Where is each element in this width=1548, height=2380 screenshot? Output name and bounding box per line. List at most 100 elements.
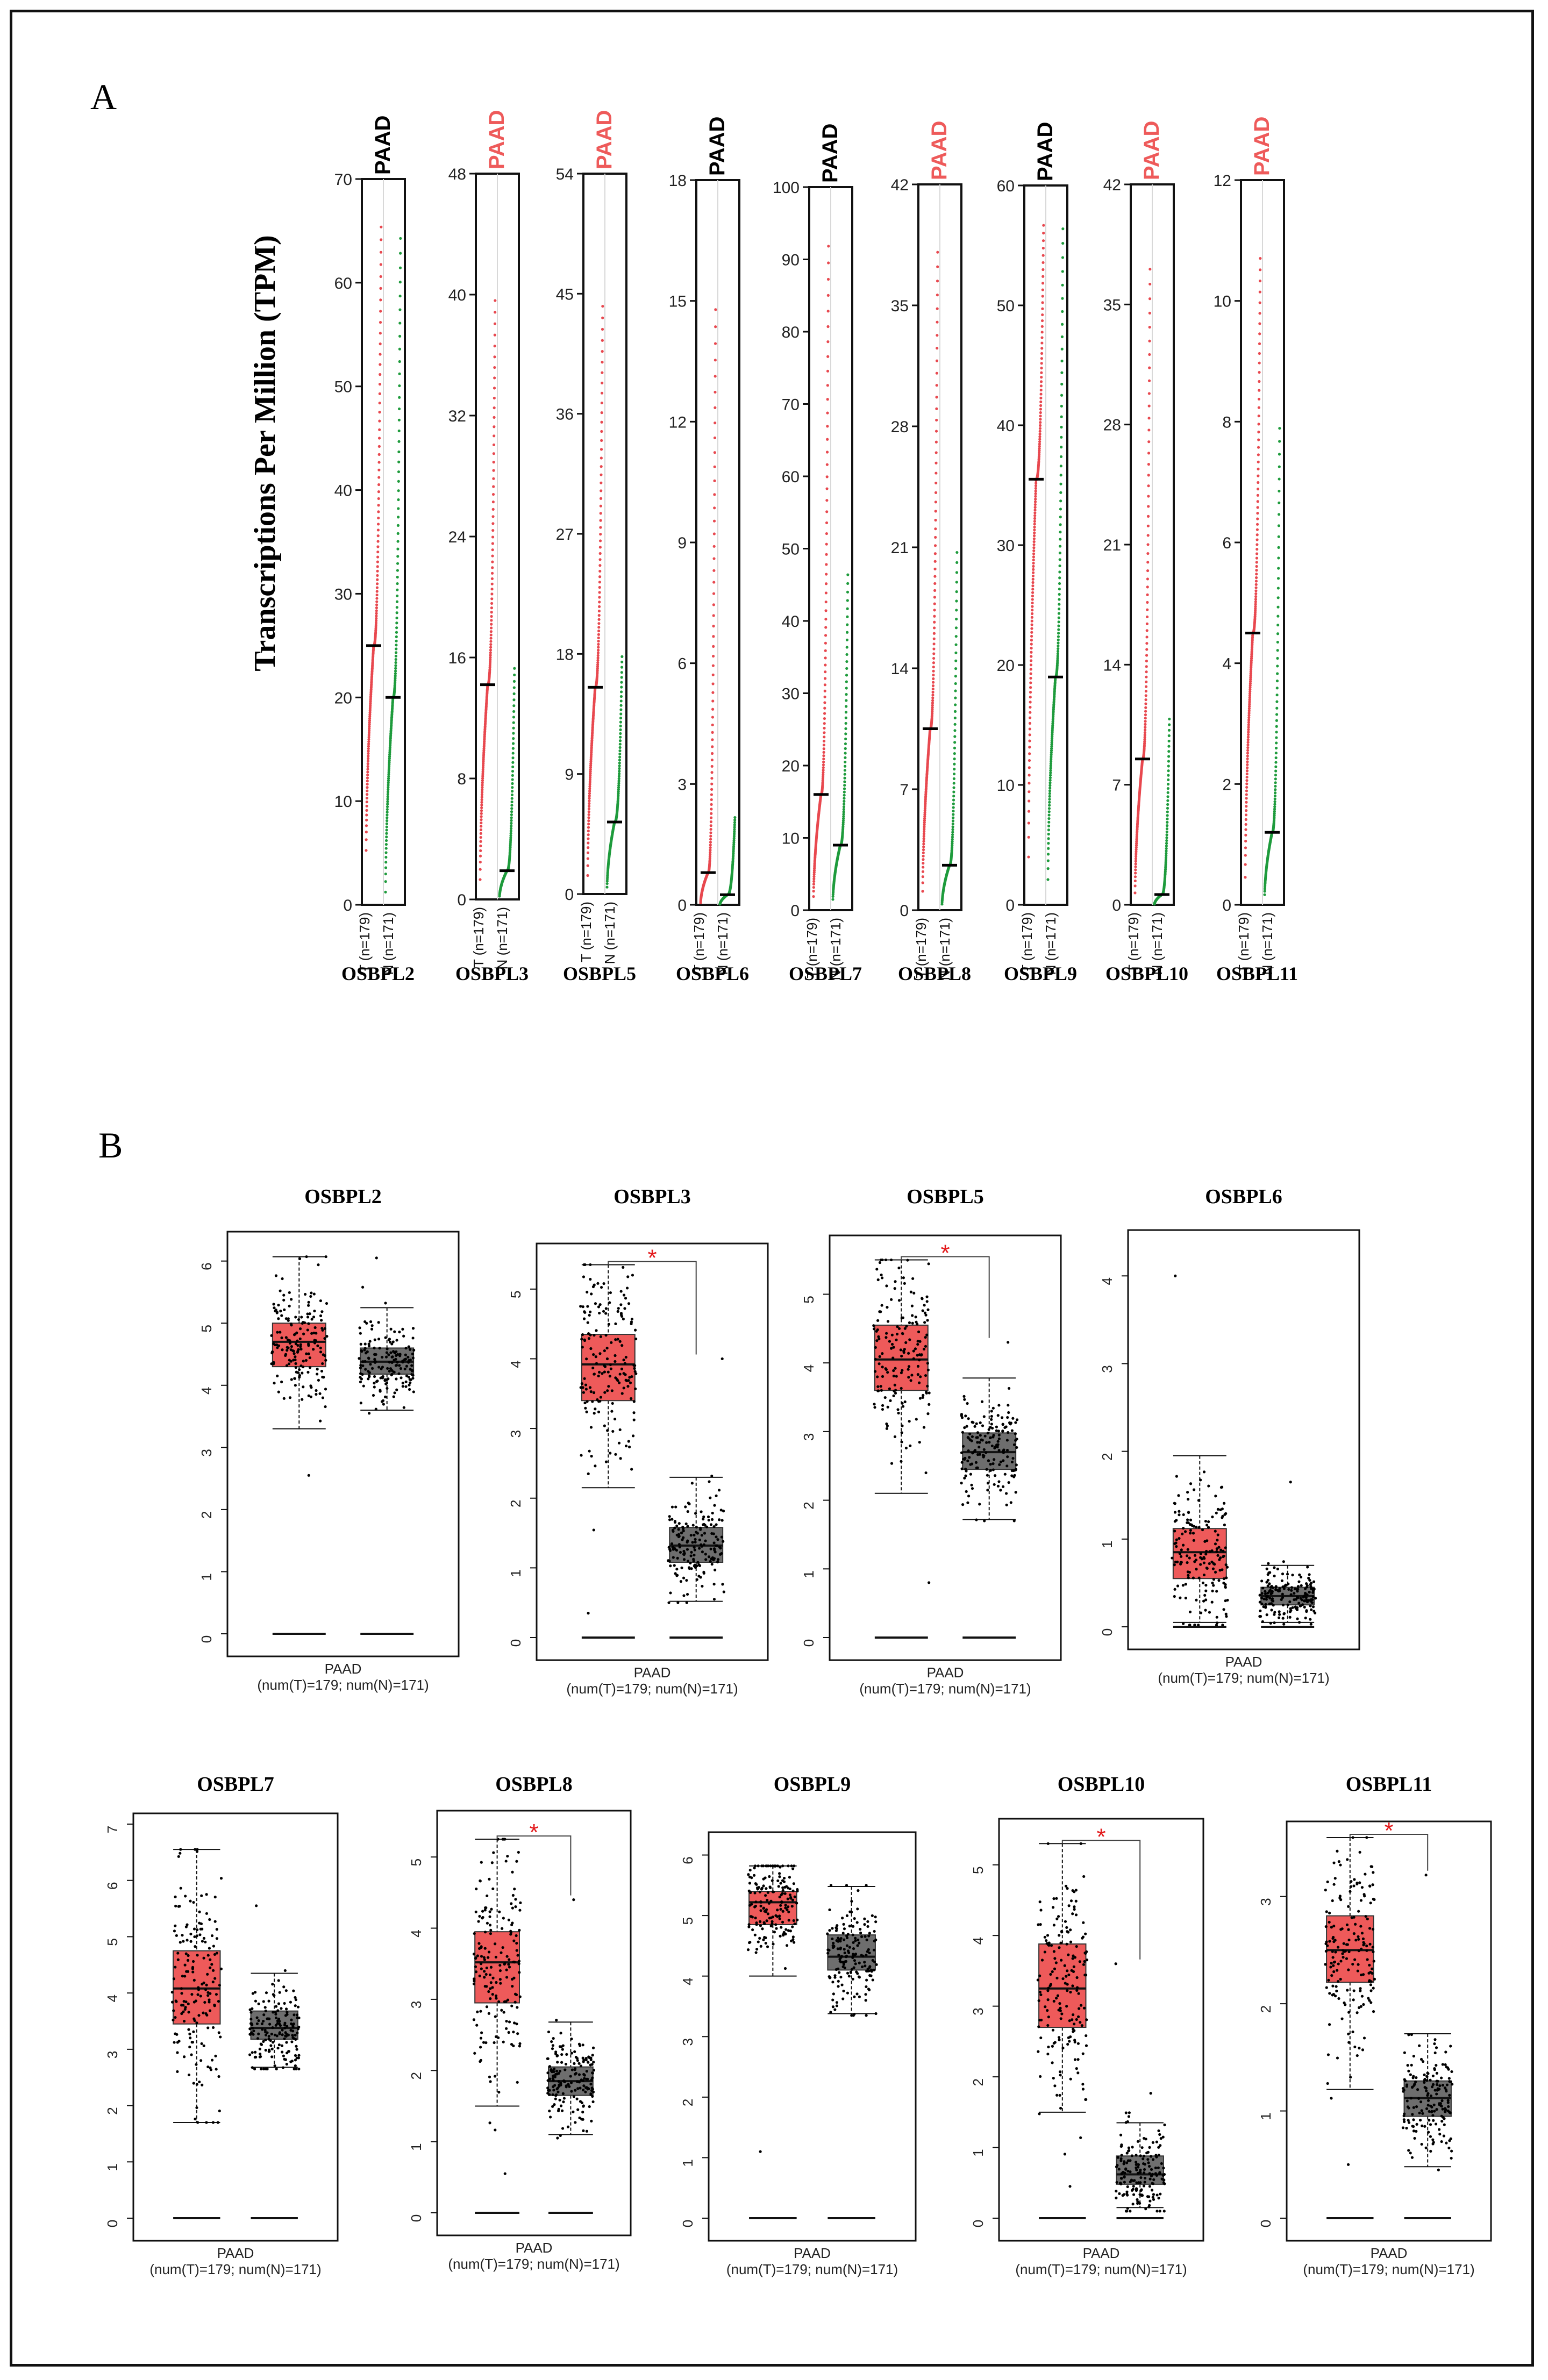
data-point	[313, 1326, 317, 1330]
data-point	[272, 1303, 275, 1306]
data-point	[1273, 1566, 1276, 1569]
data-point	[901, 1402, 904, 1405]
data-point	[713, 1504, 716, 1507]
data-point	[380, 238, 383, 241]
data-point	[698, 1538, 701, 1541]
data-point	[895, 1338, 898, 1341]
data-point	[384, 843, 388, 846]
data-point	[886, 1371, 889, 1374]
data-point	[668, 1518, 672, 1521]
panel-a-svg: A Transcriptions Per Million (TPM) B 010…	[90, 76, 1298, 984]
data-point	[377, 510, 380, 513]
data-point	[688, 1566, 691, 1569]
data-point	[181, 1934, 184, 1937]
data-point	[693, 1533, 696, 1536]
data-point	[324, 1255, 327, 1259]
data-point	[884, 1258, 888, 1262]
data-point	[367, 754, 370, 757]
data-point	[313, 1309, 316, 1313]
data-point	[966, 1436, 969, 1439]
data-point	[1173, 1502, 1176, 1505]
x-axis-label: PAAD	[1225, 1654, 1262, 1670]
data-point	[263, 2006, 267, 2009]
data-point	[1011, 1456, 1015, 1460]
data-point	[1291, 1574, 1294, 1577]
data-point	[273, 1382, 276, 1385]
data-point	[689, 1561, 692, 1564]
data-point	[610, 1341, 613, 1344]
data-point	[200, 2042, 203, 2046]
data-point	[704, 1558, 708, 1561]
data-point	[1290, 1586, 1294, 1589]
data-point	[380, 1367, 383, 1370]
data-point	[300, 1316, 303, 1319]
data-point	[873, 1406, 876, 1409]
data-point	[176, 1952, 180, 1955]
data-point	[630, 1397, 633, 1400]
data-point	[631, 1434, 635, 1438]
data-point	[875, 1339, 879, 1342]
data-point	[689, 1534, 693, 1537]
data-point	[378, 1347, 381, 1350]
data-point	[999, 1460, 1002, 1463]
data-point	[373, 1382, 376, 1385]
data-point	[885, 1427, 889, 1430]
data-point	[1265, 1567, 1268, 1570]
data-point	[172, 2018, 175, 2022]
data-point	[622, 1293, 626, 1297]
data-point	[1203, 1593, 1207, 1597]
data-point	[603, 1349, 606, 1353]
data-point	[622, 1359, 625, 1362]
plot-frame	[132, 1812, 339, 2242]
data-point	[202, 2044, 205, 2047]
data-point	[976, 1431, 980, 1434]
data-point	[277, 1317, 280, 1320]
data-point	[891, 1356, 895, 1360]
data-point	[293, 1377, 296, 1380]
data-point	[1262, 1597, 1266, 1600]
data-point	[599, 1335, 602, 1338]
data-point	[280, 1380, 283, 1384]
data-point	[973, 1425, 976, 1428]
data-point	[393, 1330, 396, 1333]
data-point	[386, 1347, 389, 1350]
data-point	[325, 1335, 329, 1338]
y-tick-label: 6	[198, 1262, 215, 1270]
data-point	[1178, 1510, 1181, 1513]
data-point	[960, 1461, 964, 1464]
y-tick-label: 3	[1099, 1365, 1115, 1373]
data-point	[674, 1572, 677, 1575]
data-point	[291, 1349, 295, 1353]
data-point	[379, 263, 382, 266]
data-point	[393, 1359, 396, 1362]
data-point	[377, 483, 381, 487]
data-point	[1181, 1543, 1185, 1547]
data-point	[875, 1268, 879, 1271]
data-point	[1260, 1579, 1264, 1583]
data-point	[701, 1550, 704, 1554]
data-point	[323, 1327, 326, 1330]
data-point	[359, 1402, 362, 1405]
data-point	[195, 2083, 198, 2086]
data-point	[1283, 1584, 1287, 1588]
data-point	[923, 1321, 926, 1324]
data-point	[907, 1376, 910, 1379]
data-point	[1174, 1560, 1178, 1564]
data-point	[384, 1302, 387, 1305]
data-point	[580, 1454, 583, 1457]
data-point	[305, 1352, 308, 1355]
data-point	[270, 1334, 273, 1337]
data-point	[411, 1336, 415, 1340]
data-point	[604, 1460, 608, 1463]
data-point	[386, 813, 389, 817]
data-point	[368, 719, 372, 722]
panel-b-label: B	[98, 1125, 123, 1166]
data-point	[1225, 1576, 1228, 1579]
data-point	[366, 762, 369, 766]
data-point	[611, 1430, 615, 1433]
data-point	[1258, 1593, 1261, 1597]
data-point	[192, 2030, 195, 2033]
data-point	[1300, 1584, 1303, 1587]
data-point	[926, 1384, 929, 1388]
